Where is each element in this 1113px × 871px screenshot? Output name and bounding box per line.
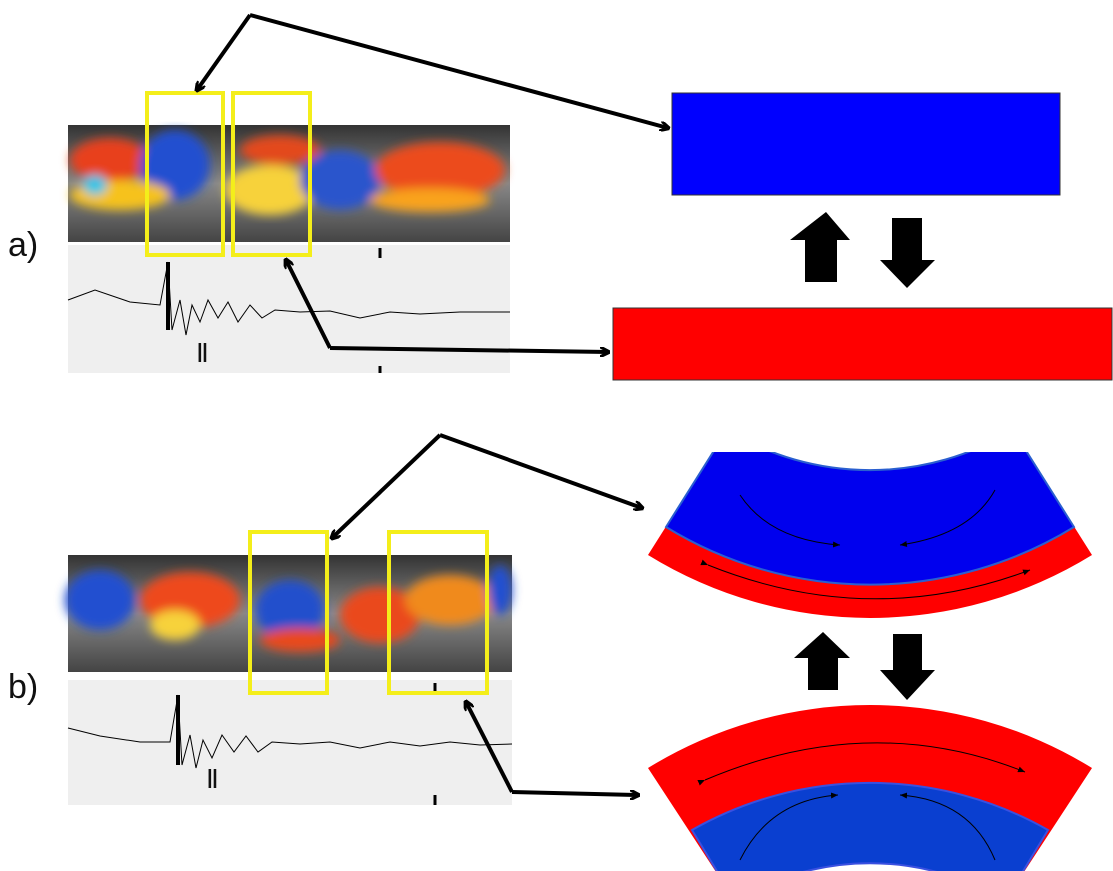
panel-a: a) Ⅱ — [8, 15, 1112, 380]
panel-label: b) — [8, 668, 38, 706]
pointer — [512, 792, 638, 795]
pointer — [332, 435, 440, 538]
lead-label: Ⅱ — [206, 765, 219, 794]
panel-label: a) — [8, 226, 38, 264]
up-arrow — [790, 212, 850, 282]
panel-b: b) Ⅱ — [8, 420, 1110, 871]
up-arrow — [794, 632, 850, 690]
figure: a) Ⅱ b) — [0, 0, 1113, 871]
pointer — [440, 435, 642, 508]
pointer — [197, 15, 250, 90]
blue-layer — [672, 93, 1060, 195]
lead-label: Ⅱ — [196, 339, 209, 368]
mask — [640, 420, 1110, 452]
red-layer — [613, 308, 1112, 380]
pointer — [250, 15, 668, 128]
down-arrow — [880, 218, 935, 288]
down-arrow — [880, 634, 935, 700]
